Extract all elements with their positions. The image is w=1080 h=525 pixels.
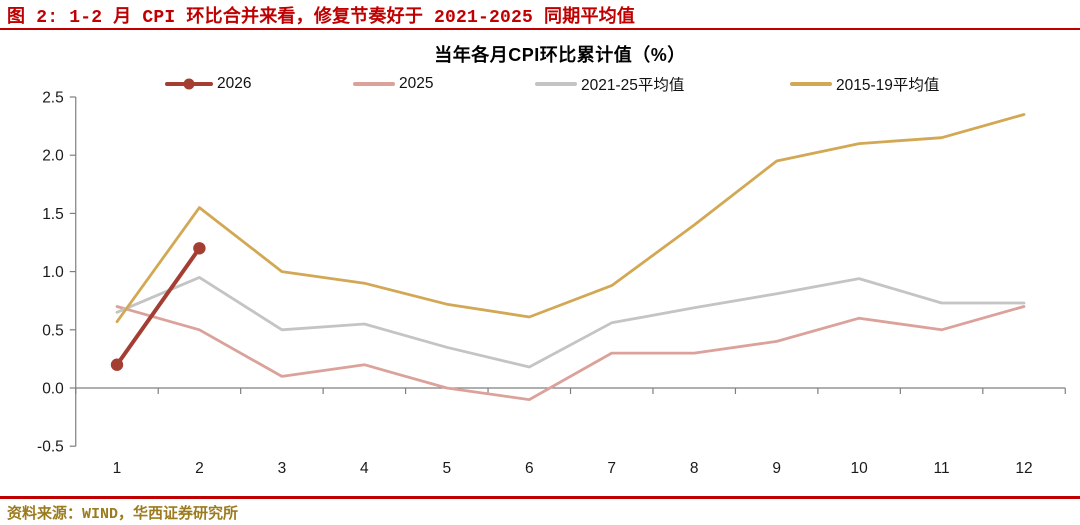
x-tick-label: 1 (113, 460, 122, 477)
series-2015-19平均值 (115, 113, 1026, 324)
y-tick-label: 1.5 (42, 206, 64, 223)
chart-legend: 2026 2025 2021-25平均值 2015-19平均值 (0, 74, 1080, 94)
source-note: 资料来源：WIND，华西证券研究所 (7, 506, 239, 523)
legend-label: 2025 (399, 75, 434, 92)
footer-divider (0, 496, 1080, 499)
legend-label: 2021-25平均值 (581, 77, 685, 94)
y-tick-label: 1.0 (42, 264, 64, 281)
y-tick-label: 2.0 (42, 148, 64, 165)
x-tick-label: 7 (607, 460, 616, 477)
data-point-marker (193, 242, 206, 255)
figure-title: 图 2: 1-2 月 CPI 环比合并来看，修复节奏好于 2021-2025 同… (7, 8, 636, 28)
series-2026 (110, 242, 206, 371)
y-tick-label: -0.5 (37, 439, 64, 456)
data-point-marker (110, 358, 124, 371)
x-tick-label: 8 (690, 460, 699, 477)
legend-item-2025: 2025 (353, 74, 433, 94)
legend-item-2026: 2026 (165, 74, 251, 94)
chart-title: 当年各月CPI环比累计值（%） (434, 45, 686, 65)
legend-line-icon (353, 74, 395, 94)
x-tick-label: 3 (278, 460, 287, 477)
series-2025 (115, 305, 1026, 401)
legend-item-2021-25平均值: 2021-25平均值 (535, 74, 684, 94)
x-tick-label: 11 (934, 460, 950, 477)
legend-line-icon (535, 74, 577, 94)
legend-line-icon (790, 74, 832, 94)
x-tick-label: 2 (195, 460, 204, 477)
x-tick-label: 5 (443, 460, 452, 477)
legend-marker-dot-icon (183, 78, 195, 90)
series-2021-25平均值 (115, 276, 1026, 369)
y-tick-label: 0.0 (42, 381, 64, 398)
x-axis: 1 2 3 4 5 6 7 8 9 10 11 12 (75, 387, 1066, 477)
x-tick-label: 4 (360, 460, 369, 477)
legend-label: 2015-19平均值 (836, 77, 940, 94)
x-tick-label: 10 (850, 460, 868, 477)
legend-line-icon (165, 74, 213, 94)
y-axis: 2.5 2.0 1.5 1.0 0.5 0.0 -0.5 (37, 90, 77, 456)
x-tick-label: 6 (525, 460, 534, 477)
legend-item-2015-19平均值: 2015-19平均值 (790, 74, 939, 94)
legend-label: 2026 (217, 75, 252, 92)
y-tick-label: 2.5 (42, 90, 64, 107)
y-tick-label: 0.5 (42, 322, 64, 339)
x-tick-label: 12 (1015, 460, 1032, 477)
title-divider (0, 28, 1080, 30)
x-tick-label: 9 (772, 460, 781, 477)
